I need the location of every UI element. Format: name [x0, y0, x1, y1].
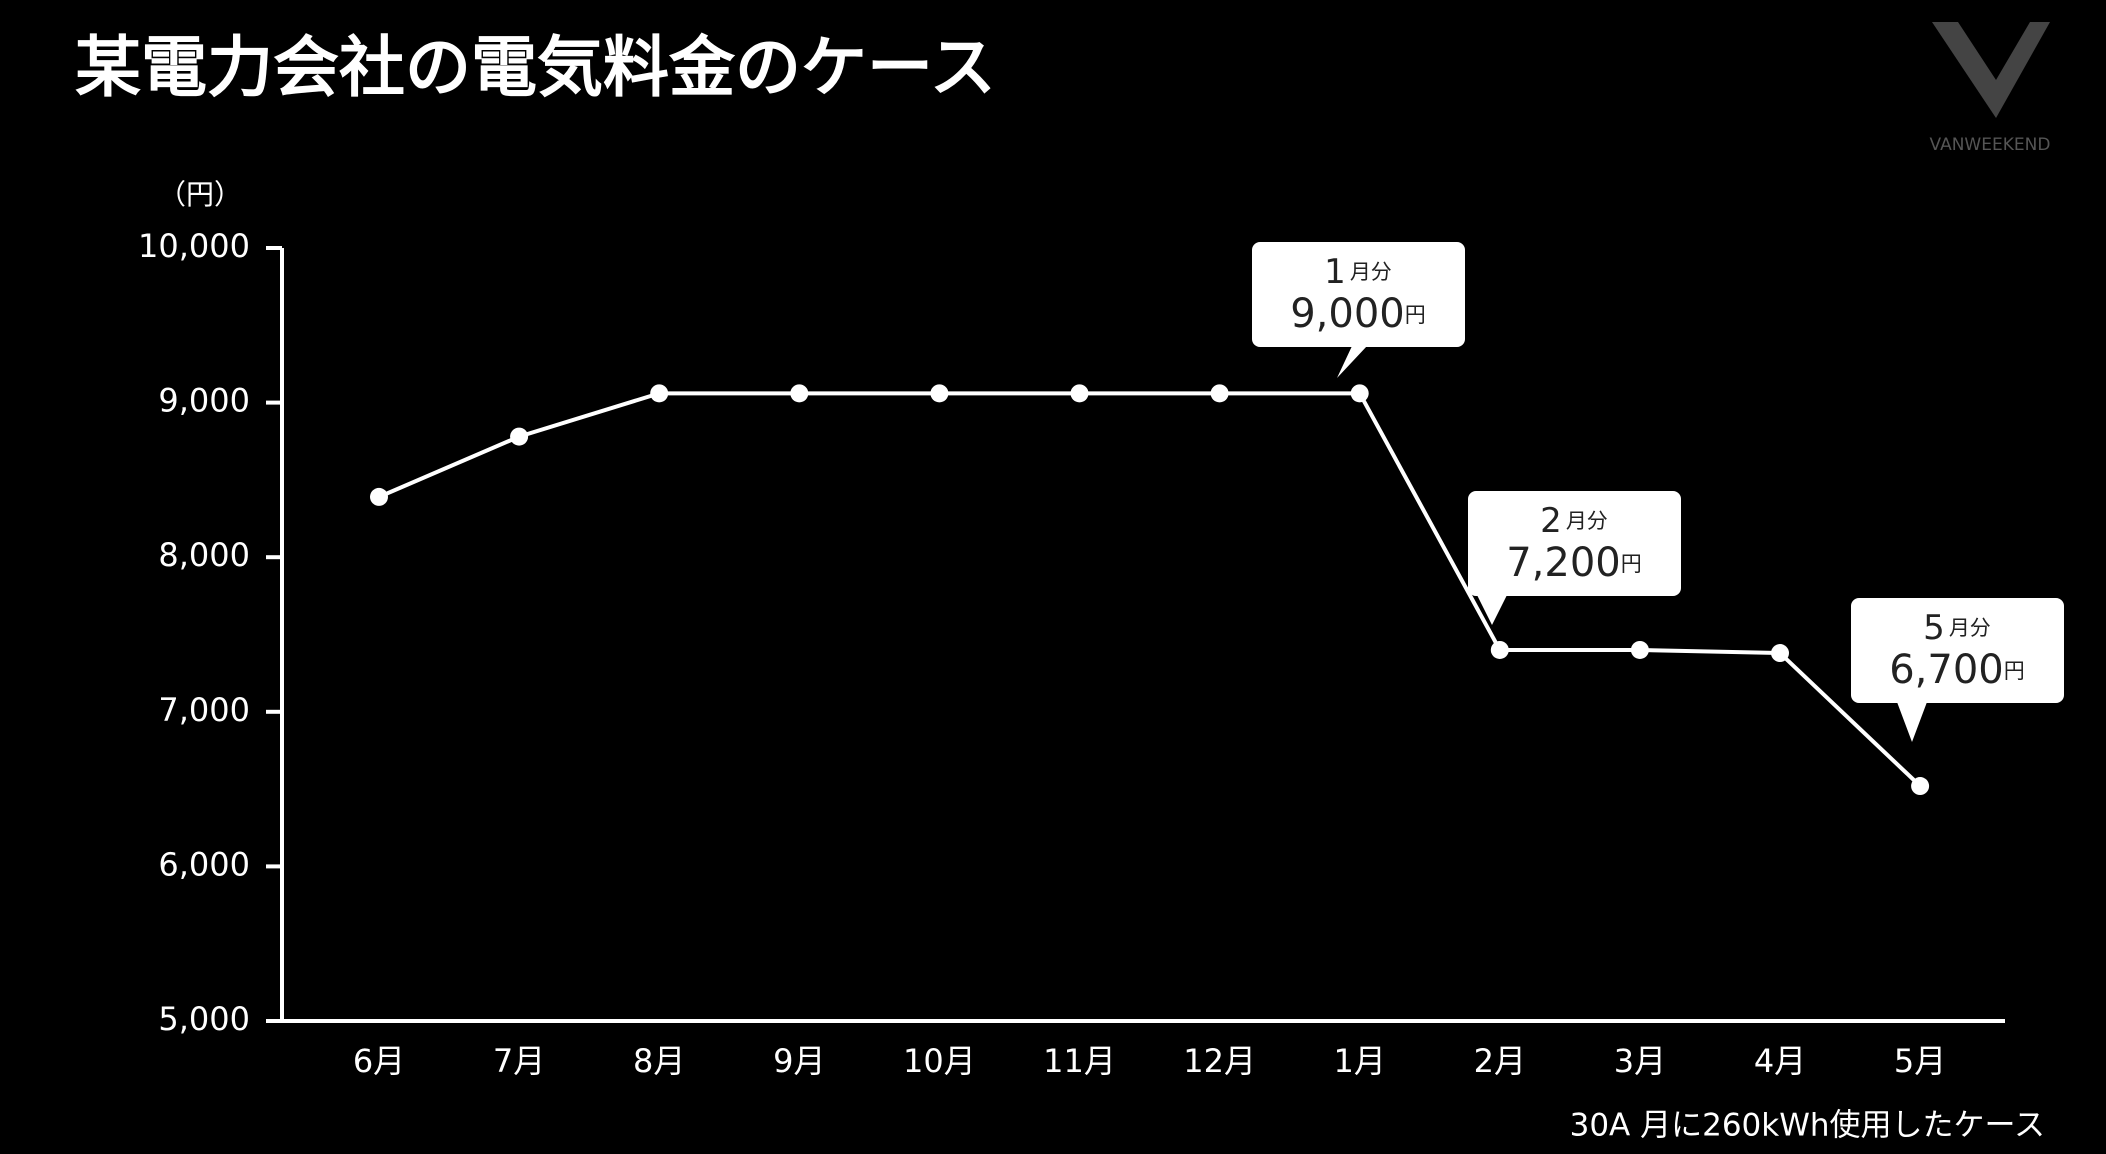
point	[1490, 640, 1509, 659]
point	[790, 384, 809, 403]
logo-mark	[1932, 22, 2050, 118]
point	[930, 384, 949, 403]
point	[1630, 640, 1649, 659]
callout: 2 月分7,200円	[1468, 491, 1681, 625]
callout-month-value: 1	[1324, 252, 1346, 292]
x-tick-label: 11月	[1043, 1042, 1116, 1080]
x-tick-label: 6月	[353, 1042, 405, 1080]
point	[1070, 384, 1089, 403]
chart-title: 某電力会社の電気料金のケース	[75, 29, 996, 106]
logo: VANWEEKEND	[1930, 22, 2051, 155]
callout-month-unit: 月分	[1949, 616, 1991, 640]
x-tick-label: 5月	[1894, 1042, 1946, 1080]
callout-month: 2 月分	[1540, 501, 1608, 541]
callout-box	[1252, 242, 1465, 347]
logo-text: VANWEEKEND	[1930, 135, 2051, 155]
point	[1771, 644, 1789, 663]
callout-box	[1468, 491, 1681, 596]
x-tick-label: 12月	[1183, 1042, 1256, 1080]
callout-amount: 9,000円	[1290, 291, 1426, 337]
callout-amount: 6,700円	[1889, 647, 2025, 693]
x-tick-label: 9月	[773, 1042, 825, 1080]
callout-month: 5 月分	[1923, 608, 1991, 648]
callout: 5 月分6,700円	[1851, 598, 2064, 742]
x-tick-label: 1月	[1334, 1042, 1386, 1080]
y-tick-label: 10,000	[138, 227, 250, 265]
point	[510, 427, 529, 446]
callout-month-unit: 月分	[1350, 260, 1392, 284]
y-axis-label: （円）	[158, 178, 242, 211]
callout-box	[1851, 598, 2064, 703]
callout-month-unit: 月分	[1566, 509, 1608, 533]
y-tick-label: 8,000	[158, 536, 250, 574]
callout-month-value: 2	[1540, 501, 1562, 541]
callout-month-value: 5	[1923, 608, 1945, 648]
callout-amount: 7,200円	[1506, 540, 1642, 586]
point	[1210, 384, 1229, 403]
x-tick-label: 4月	[1754, 1042, 1806, 1080]
point	[370, 487, 388, 506]
callout-pointer	[1897, 702, 1927, 742]
y-tick-label: 5,000	[158, 1000, 250, 1038]
y-tick-label: 9,000	[158, 382, 250, 420]
y-tick-label: 7,000	[158, 691, 250, 729]
callout-pointer	[1477, 595, 1507, 625]
y-tick-label: 6,000	[158, 845, 250, 883]
x-tick-label: 8月	[633, 1042, 685, 1080]
line	[378, 391, 1922, 788]
callout-amount-unit: 円	[1621, 552, 1642, 576]
x-tick-label: 7月	[493, 1042, 545, 1080]
x-tick-label: 10月	[903, 1042, 976, 1080]
callout-amount-value: 7,200	[1506, 540, 1621, 586]
callout-amount-value: 6,700	[1889, 647, 2004, 693]
point	[650, 384, 669, 403]
x-tick-label: 3月	[1614, 1042, 1666, 1080]
callout-month: 1 月分	[1324, 252, 1392, 292]
callout-pointer	[1337, 346, 1367, 378]
callout-amount-unit: 円	[1405, 303, 1426, 327]
callout-amount-value: 9,000	[1290, 291, 1405, 337]
x-tick-label: 2月	[1474, 1042, 1526, 1080]
footnote: 30A 月に260kWh使用したケース	[1570, 1108, 2045, 1144]
callout-amount-unit: 円	[2004, 659, 2025, 683]
point	[1911, 777, 1930, 796]
point	[1350, 384, 1369, 403]
callout: 1 月分9,000円	[1252, 242, 1465, 378]
